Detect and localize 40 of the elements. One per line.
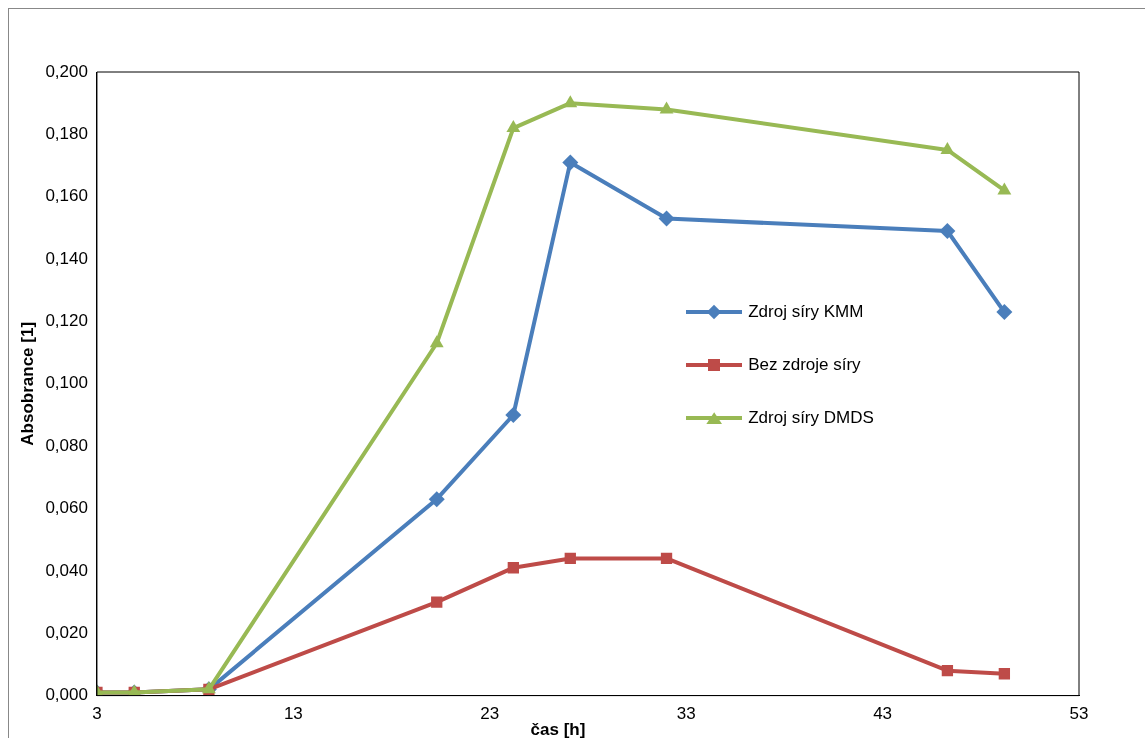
y-tick-label: 0,000 xyxy=(45,685,88,705)
point xyxy=(507,562,519,574)
legend-label: Bez zdroje síry xyxy=(748,355,861,376)
y-tick-label: 0,040 xyxy=(45,560,88,580)
point xyxy=(562,154,579,171)
x-tick-label: 13 xyxy=(283,704,303,724)
point xyxy=(429,335,444,348)
x-tick-label: 53 xyxy=(1069,704,1089,724)
y-tick-label: 0,160 xyxy=(45,186,88,206)
x-tick-label: 3 xyxy=(92,704,102,724)
point xyxy=(997,182,1012,195)
point xyxy=(563,95,578,108)
x-tick-label: 33 xyxy=(676,704,696,724)
point xyxy=(941,665,954,677)
y-tick-label: 0,020 xyxy=(45,622,88,642)
y-axis-title: Absobrance [1] xyxy=(17,321,37,446)
point xyxy=(939,223,956,240)
x-tick-label: 43 xyxy=(873,704,893,724)
legend-label: Zdroj síry DMDS xyxy=(748,408,874,429)
point xyxy=(506,120,521,133)
point xyxy=(998,668,1011,680)
point xyxy=(996,304,1013,321)
point xyxy=(431,596,443,608)
point xyxy=(659,101,674,114)
point xyxy=(940,141,955,154)
point xyxy=(658,210,675,227)
y-tick-label: 0,100 xyxy=(45,373,88,393)
y-tick-label: 0,060 xyxy=(45,498,88,518)
x-tick-label: 23 xyxy=(480,704,500,724)
y-tick-label: 0,180 xyxy=(45,124,88,144)
point xyxy=(428,491,445,508)
legend-label: Zdroj síry KMM xyxy=(748,302,864,323)
y-tick-label: 0,080 xyxy=(45,435,88,455)
point xyxy=(660,552,673,565)
y-tick-label: 0,120 xyxy=(45,311,88,331)
y-tick-label: 0,140 xyxy=(45,248,88,268)
point xyxy=(564,552,576,565)
x-axis-title: čas [h] xyxy=(530,719,586,738)
point xyxy=(505,406,522,423)
y-tick-label: 0,200 xyxy=(45,61,88,81)
